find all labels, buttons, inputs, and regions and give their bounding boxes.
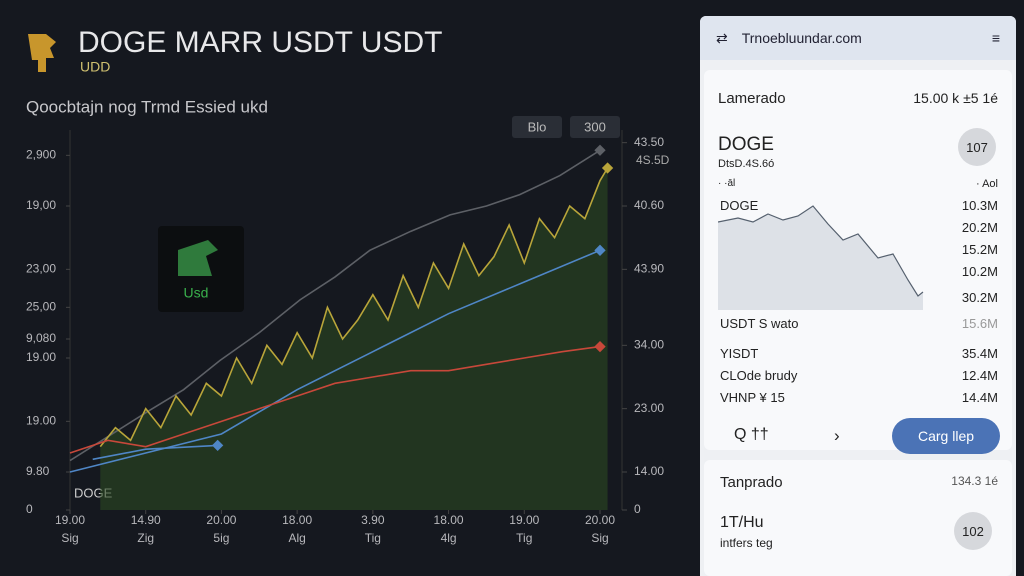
y-tick-label: 25,00: [26, 300, 56, 314]
small-text: · Aol: [975, 178, 998, 190]
end-marker: [594, 144, 606, 156]
line-series: [99, 167, 609, 448]
x-tick-label: 20.00: [206, 513, 236, 527]
x-tick-sublabel: Tig: [516, 531, 532, 545]
y2-tick-label: 23.00: [634, 401, 664, 415]
card-title: Tanprado: [720, 474, 783, 491]
row-label: YISDT: [720, 346, 759, 361]
row-value: 20.2M: [961, 220, 998, 235]
annotation: 4S.5D: [636, 153, 670, 167]
search[interactable]: Q ††: [734, 426, 769, 443]
toolbar-button[interactable]: [570, 116, 620, 138]
line-series: [69, 249, 601, 473]
x-tick-sublabel: Alg: [288, 531, 305, 545]
card-line: intfers teg: [720, 536, 773, 550]
y2-tick-label: 0: [634, 502, 641, 516]
y-tick-label: 2,900: [26, 148, 56, 162]
end-marker: [211, 439, 224, 452]
x-tick-label: 18.00: [282, 513, 312, 527]
card-value: 134.3 1é: [951, 474, 998, 488]
x-tick-label: 14.90: [131, 513, 161, 527]
x-tick-sublabel: Sig: [61, 531, 78, 545]
badge: 102: [954, 512, 992, 550]
toolbar-label: 300: [584, 119, 606, 134]
panel-header: ⇄ Trnoebluundar.com ≡: [700, 16, 1016, 60]
y-tick-label: 19.00: [26, 414, 56, 428]
x-tick-label: 19.00: [509, 513, 539, 527]
row-value: 14.4M: [961, 390, 998, 405]
inset-label: Usd: [184, 285, 209, 301]
site-name[interactable]: Trnoebluundar.com: [741, 30, 862, 46]
row-value: 35.4M: [961, 346, 998, 361]
line-series: [69, 345, 601, 454]
row-value: 10.2M: [961, 264, 998, 279]
toolbar-label: Blo: [528, 119, 547, 134]
card-value: 15.00 k ±5 1é: [913, 90, 998, 106]
y2-tick-label: 34.00: [634, 338, 664, 352]
app-subtitle: UDD: [80, 59, 110, 75]
y-tick-label: 23,00: [26, 262, 56, 276]
row-value: 15.6M: [961, 316, 998, 331]
card-title: Lamerado: [718, 90, 786, 107]
x-tick-sublabel: 4lg: [441, 531, 457, 545]
toolbar-button[interactable]: [512, 116, 562, 138]
row-label: DOGE: [720, 198, 759, 213]
y2-tick-label: 43.90: [634, 262, 664, 276]
end-marker: [594, 244, 606, 256]
y-tick-label: 9.80: [26, 464, 50, 478]
app-title: DOGE MARR USDT USDT: [78, 26, 442, 59]
row-label: VHNP ¥ 15: [720, 390, 785, 405]
end-marker: [594, 340, 606, 353]
end-marker: [601, 162, 614, 174]
logo: [28, 34, 56, 72]
chart: DOGE MARR USDT USDT UDD Qoocbtajn nog Tr…: [26, 26, 670, 545]
card-line: 1T/Hu: [720, 514, 764, 531]
y-tick-label: 19.00: [26, 350, 56, 364]
next[interactable]: ›: [834, 426, 840, 445]
y2-tick-label: 14.00: [634, 464, 664, 478]
x-tick-sublabel: 5ig: [213, 531, 229, 545]
badge: 107: [958, 128, 996, 166]
x-tick-sublabel: Sig: [591, 531, 608, 545]
area: [100, 168, 608, 510]
row-label: USDT S wato: [720, 316, 799, 331]
y2-tick-label: 43.50: [634, 135, 664, 149]
small-text: · ·āl: [718, 178, 736, 189]
y-tick-label: 0: [26, 502, 33, 516]
x-tick-sublabel: Zig: [137, 531, 154, 545]
side-panel: ⇄ Trnoebluundar.com ≡ Lamerado 15.00 k ±5 1…: [700, 16, 1016, 576]
coin-sub: DtsD.4S.6ó: [718, 158, 775, 170]
row-label: CLOde brudy: [720, 368, 798, 383]
button[interactable]: Carg llep: [892, 418, 1000, 454]
x-tick-sublabel: Tig: [365, 531, 381, 545]
inset-icon: [178, 240, 218, 276]
x-tick-label: 20.00: [585, 513, 615, 527]
sparkline: [718, 205, 924, 310]
y-tick-label: 9,080: [26, 331, 56, 345]
y-tick-label: 19,00: [26, 198, 56, 212]
y2-tick-label: 40.60: [634, 198, 664, 212]
card: Lamerado 15.00 k ±5 1é DOGE DtsD.4S.6ó 107 · …: [704, 70, 1012, 454]
line-series: [69, 149, 601, 462]
line-series: [92, 444, 218, 461]
row-value: 12.4M: [961, 368, 998, 383]
x-tick-label: 19.00: [55, 513, 85, 527]
row-value: 30.2M: [961, 290, 998, 305]
row-value: 15.2M: [961, 242, 998, 257]
x-tick-label: 3.90: [361, 513, 385, 527]
x-tick-label: 18.00: [434, 513, 464, 527]
card: Tanprado 134.3 1é 1T/Hu intfers teg 102: [704, 460, 1012, 576]
coin-name: DOGE: [718, 134, 774, 155]
chart-title: Qoocbtajn nog Trmd Essied ukd: [26, 97, 268, 116]
row-value: 10.3M: [961, 198, 998, 213]
